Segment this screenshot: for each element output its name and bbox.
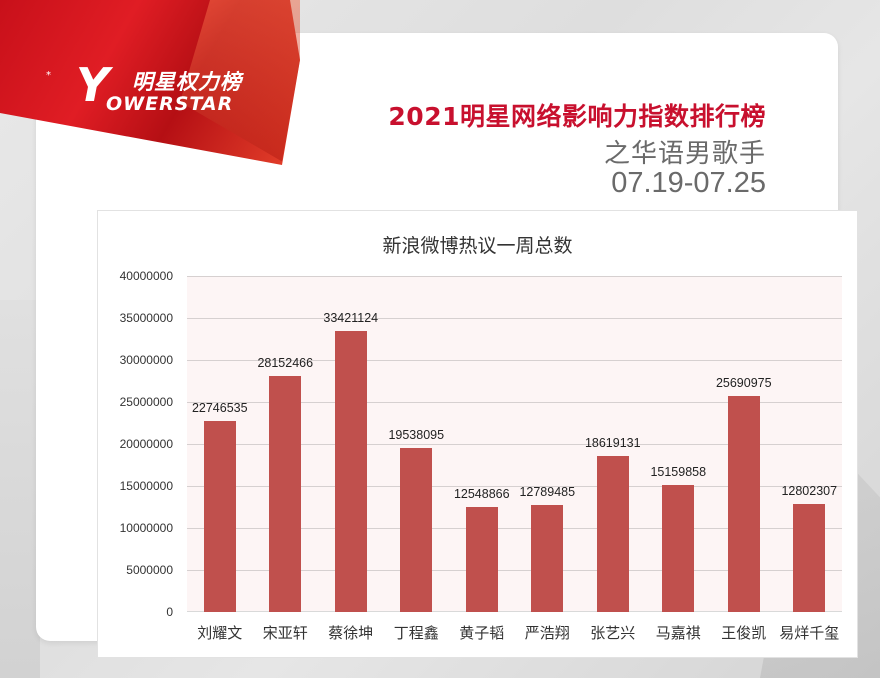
- y-axis-tick: 25000000: [119, 395, 173, 409]
- x-axis-category: 蔡徐坤: [328, 624, 374, 642]
- bar-value-label: 28152466: [257, 355, 314, 370]
- chart-container: 新浪微博热议一周总数 40000000 35000000 30000000 25000…: [97, 210, 858, 658]
- bar-value-label: 22746535: [191, 400, 248, 415]
- bar: [203, 420, 236, 612]
- x-axis-category: 易烊千玺: [779, 624, 840, 642]
- gridline: [187, 276, 842, 277]
- bar: [596, 455, 629, 612]
- bar: [727, 396, 760, 612]
- bar-value-label: 12802307: [781, 484, 838, 499]
- x-axis-category: 黄子韬: [459, 624, 505, 642]
- y-axis-tick: 30000000: [119, 353, 173, 367]
- star-icon: *: [46, 70, 51, 81]
- x-axis-category: 刘耀文: [197, 624, 243, 642]
- page-subtitle: 之华语男歌手: [603, 139, 766, 169]
- gridline: [187, 318, 842, 319]
- gridline: [187, 360, 842, 361]
- bar-value-label: 25690975: [715, 376, 772, 391]
- bar-value-label: 19538095: [388, 427, 445, 442]
- page-title: 2021明星网络影响力指数排行榜: [388, 102, 766, 131]
- gridline: [187, 528, 842, 529]
- date-range: 07.19-07.25: [611, 167, 766, 199]
- gridline: [187, 486, 842, 487]
- gridline: [187, 444, 842, 445]
- y-axis-tick: 0: [166, 605, 173, 619]
- plot-area: 40000000 35000000 30000000 25000000 20000000…: [120, 269, 842, 642]
- x-axis-line: [187, 611, 842, 612]
- bar: [465, 506, 498, 612]
- y-axis-tick: 35000000: [119, 311, 173, 325]
- x-axis-category: 张艺兴: [590, 624, 636, 642]
- bar-value-label: 18619131: [584, 435, 641, 450]
- logo-chinese-text: 明星权力榜: [132, 70, 242, 94]
- gridline: [187, 402, 842, 403]
- gridline: [187, 570, 842, 571]
- bar-value-label: 15159858: [650, 464, 707, 479]
- logo-english-text: OWERSTAR: [106, 93, 234, 115]
- y-axis-tick: 15000000: [119, 479, 173, 493]
- y-axis-tick: 40000000: [119, 269, 173, 283]
- bar: [793, 504, 826, 612]
- bar-value-label: 12548866: [453, 486, 510, 501]
- bar-value-label: 33421124: [323, 311, 379, 326]
- x-axis-category: 宋亚轩: [262, 624, 308, 642]
- bar-value-label: 12789485: [519, 484, 576, 499]
- logo-y-mark: Y: [76, 58, 110, 112]
- x-axis-category: 丁程鑫: [393, 624, 439, 642]
- x-axis-category: 王俊凯: [721, 624, 767, 642]
- x-axis-category: 马嘉祺: [655, 624, 701, 642]
- bar: [269, 375, 302, 612]
- bar: [531, 504, 564, 612]
- y-axis-tick: 5000000: [126, 563, 173, 577]
- bar: [662, 484, 695, 612]
- bar: [400, 447, 433, 612]
- chart-title: 新浪微博热议一周总数: [382, 235, 573, 257]
- bar: [334, 331, 367, 612]
- y-axis-tick: 10000000: [119, 521, 173, 535]
- y-axis-tick: 20000000: [119, 437, 173, 451]
- background-shard: [0, 300, 40, 678]
- x-axis-category: 严浩翔: [524, 624, 570, 642]
